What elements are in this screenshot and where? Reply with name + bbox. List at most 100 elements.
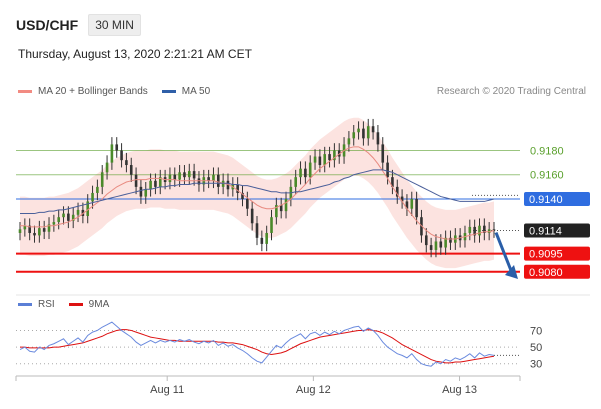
candle-body-82 [415, 199, 418, 218]
candle-body-62 [318, 156, 322, 166]
level-label-3: 0.9114 [529, 226, 562, 238]
candle-body-35 [187, 171, 191, 178]
level-label-2: 0.9140 [529, 194, 563, 206]
candle-body-32 [173, 174, 177, 180]
candle-body-61 [313, 156, 317, 163]
candle-body-65 [333, 150, 336, 161]
candle-body-93 [468, 226, 472, 233]
candle-body-19 [110, 144, 114, 163]
candle-body-85 [429, 245, 433, 250]
legend-ma50-swatch [161, 90, 176, 93]
legend-rsi-swatch [18, 303, 32, 306]
candle-body-50 [260, 237, 264, 244]
forecast-arrow-line [494, 231, 514, 274]
rsi-legend: RSI 9MA [18, 299, 123, 310]
candle-body-95 [478, 225, 481, 236]
candle-body-10 [67, 213, 70, 221]
candle-body-11 [71, 214, 75, 221]
candle-body-47 [246, 199, 249, 209]
candle-body-40 [212, 174, 215, 181]
x-tick-label-1: Aug 12 [296, 384, 331, 396]
candle-body-39 [207, 177, 210, 181]
candle-body-26 [144, 189, 148, 197]
candle-body-79 [400, 196, 404, 202]
candle-body-57 [294, 177, 297, 187]
candle-body-58 [299, 168, 302, 178]
price-legend: MA 20 + Bollinger Bands MA 50 [18, 86, 224, 97]
candle-body-51 [265, 232, 268, 244]
candle-body-37 [197, 178, 201, 185]
candle-body-72 [366, 126, 370, 139]
rsi-ma9-line [20, 329, 495, 364]
bollinger-band-area [20, 117, 494, 269]
candle-body-3 [33, 232, 36, 236]
candle-body-4 [38, 228, 41, 236]
candle-body-53 [275, 205, 278, 218]
candle-body-97 [487, 229, 491, 233]
datetime-label: Thursday, August 13, 2020 2:21:21 AM CET [18, 47, 252, 61]
candle-body-36 [192, 171, 196, 179]
candle-body-20 [115, 144, 119, 151]
forecast-arrow-head [505, 265, 518, 279]
candle-body-46 [241, 192, 244, 199]
legend-ma20-label: MA 20 + Bollinger Bands [38, 86, 148, 97]
rsi-level-label-2: 30 [530, 359, 542, 371]
candle-body-96 [483, 225, 486, 233]
candle-body-21 [120, 150, 123, 161]
candle-body-18 [105, 162, 109, 173]
legend-ma20: MA 20 + Bollinger Bands [18, 86, 148, 97]
candle-body-80 [405, 201, 409, 209]
candle-body-77 [391, 177, 394, 187]
candle-body-52 [270, 217, 273, 233]
candle-body-0 [18, 229, 22, 233]
rsi-level-label-1: 50 [530, 342, 542, 354]
candle-body-98 [492, 229, 496, 231]
candle-body-15 [91, 192, 94, 202]
legend-rsi: RSI [18, 299, 55, 310]
candle-body-2 [28, 225, 31, 233]
symbol-label: USD/CHF [16, 17, 79, 33]
candle-body-7 [52, 222, 56, 225]
candle-body-45 [236, 184, 239, 193]
chart-title: USD/CHF 30 MIN [16, 14, 141, 36]
candle-body-14 [86, 201, 90, 216]
candle-body-87 [439, 241, 443, 248]
research-credit: Research © 2020 Trading Central [436, 86, 586, 97]
candle-body-43 [226, 180, 230, 190]
level-label-1: 0.9160 [530, 170, 564, 182]
candle-body-70 [357, 128, 360, 133]
candle-body-68 [347, 138, 351, 145]
candle-body-31 [168, 174, 172, 183]
candle-body-22 [125, 160, 128, 166]
candle-body-86 [434, 241, 438, 250]
candle-body-34 [183, 172, 186, 178]
candle-body-71 [362, 128, 365, 139]
candle-body-42 [221, 180, 225, 187]
candle-body-48 [250, 208, 254, 224]
candle-body-24 [134, 174, 138, 187]
candle-body-33 [178, 172, 181, 180]
candle-body-5 [42, 228, 46, 232]
level-badge-4 [524, 246, 590, 261]
candle-body-89 [449, 237, 452, 243]
candle-body-78 [395, 186, 399, 197]
legend-ma9-swatch [68, 303, 83, 306]
timeframe-badge[interactable]: 30 MIN [88, 14, 141, 36]
level-label-0: 0.9180 [530, 145, 564, 157]
ma50-line [20, 169, 495, 215]
candle-body-29 [158, 177, 162, 187]
candle-body-41 [217, 174, 220, 187]
candle-body-25 [139, 186, 143, 197]
level-label-5: 0.9080 [529, 267, 563, 279]
candle-body-8 [57, 217, 60, 223]
candle-body-55 [284, 199, 288, 212]
candle-body-1 [23, 225, 27, 230]
candle-body-49 [255, 223, 259, 238]
level-badge-5 [524, 264, 590, 279]
x-tick-label-0: Aug 11 [150, 384, 184, 396]
rsi-level-label-0: 70 [530, 325, 542, 337]
candle-body-54 [279, 205, 283, 212]
candle-body-59 [304, 168, 307, 178]
candle-body-81 [410, 199, 414, 209]
